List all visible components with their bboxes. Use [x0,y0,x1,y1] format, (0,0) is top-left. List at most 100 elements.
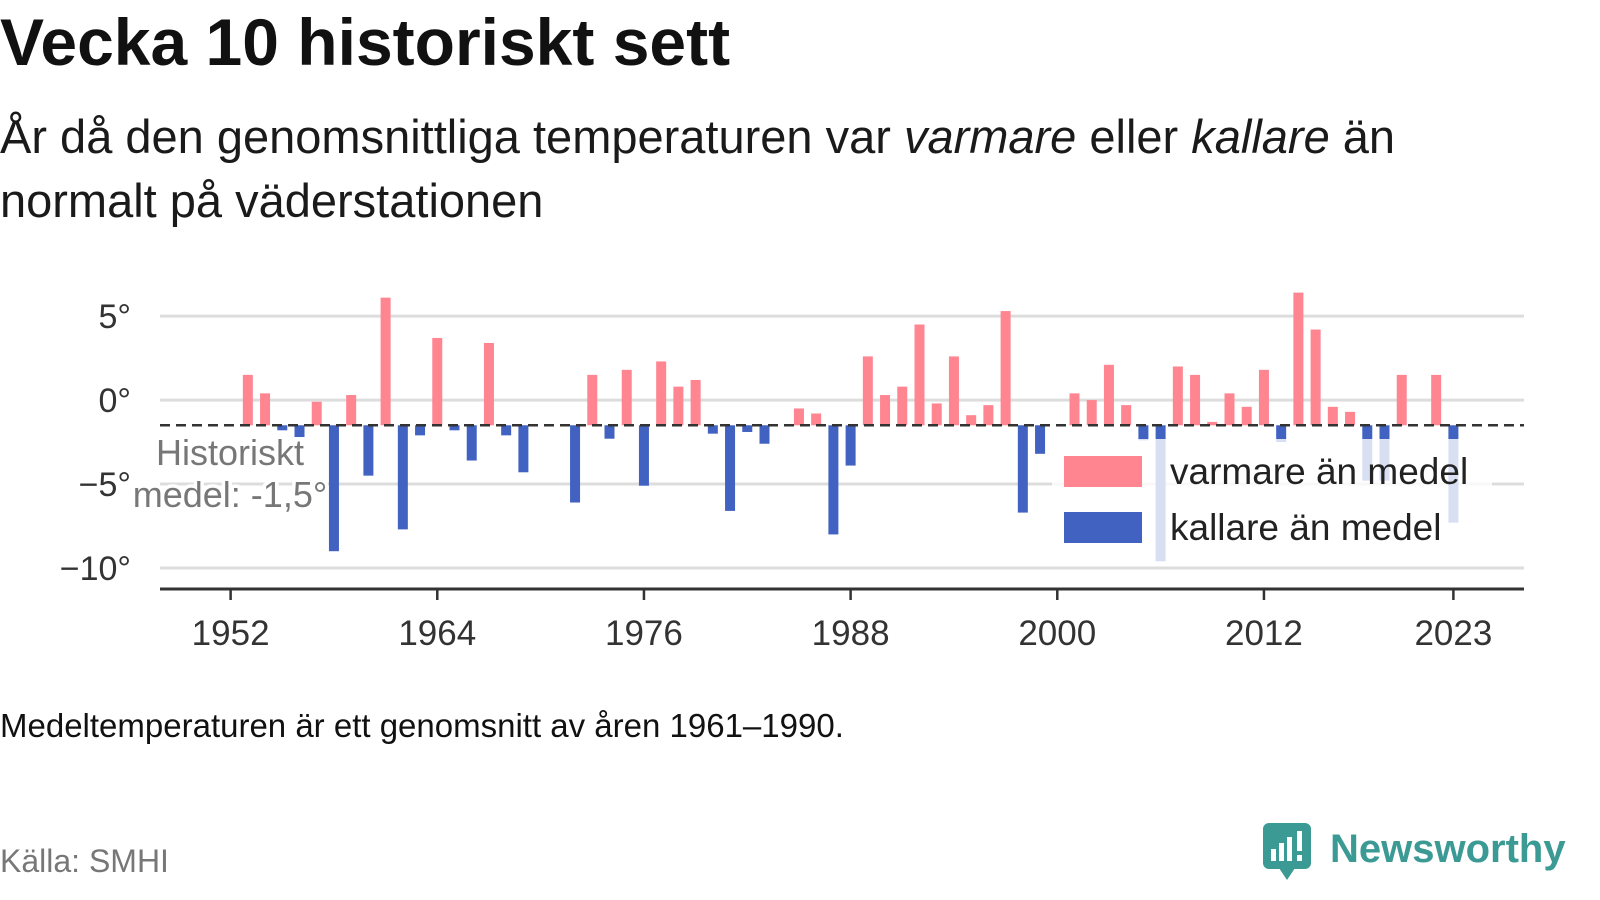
bar-1997 [1000,311,1011,426]
bar-1978 [673,386,684,426]
bar-2003 [1103,364,1114,426]
bar-2014 [1293,292,1304,426]
bar-2012 [1258,369,1269,426]
bar-1958 [328,425,339,552]
chart-title: Vecka 10 historiskt sett [0,5,731,79]
bar-1977 [656,361,667,426]
subtitle-text-end: än normalt på väderstationen [0,110,1396,227]
bar-1999 [1035,425,1046,454]
bar-2002 [1086,400,1097,426]
bar-1989 [862,356,873,426]
bar-1966 [466,425,477,461]
bar-1961 [380,297,391,426]
bar-2016 [1327,406,1338,426]
bar-1981 [725,425,736,511]
x-tick-label: 1964 [398,614,476,653]
bar-1972 [570,425,581,503]
legend-swatch-0 [1064,456,1142,487]
bar-2022 [1431,374,1442,426]
subtitle-colder-word: kallare [1191,110,1330,163]
bar-2005 [1138,425,1149,441]
y-tick-label: 0° [98,382,131,420]
subtitle-text-middle: eller [1076,110,1192,163]
bar-2008 [1190,374,1201,426]
bar-1963 [415,425,426,436]
bar-1962 [397,425,408,530]
subtitle-text-start: År då den genomsnittliga temperaturen va… [0,110,904,163]
legend-label-1: kallare än medel [1170,507,1441,548]
historical-mean-label-line1: Historiskt [156,432,304,473]
logo-bar-2 [1279,843,1284,861]
newsworthy-logo-icon [1263,823,1311,880]
bar-2015 [1310,329,1321,426]
chart-subtitle: År då den genomsnittliga temperaturen va… [0,105,1540,233]
bar-1988 [845,425,856,466]
brand-name: Newsworthy [1330,827,1566,871]
x-tick-label: 1952 [192,614,270,653]
x-tick-label: 1976 [605,614,683,653]
bar-1982 [742,425,753,432]
y-axis-tick-labels: 5° 0° −5° −10° [60,298,131,588]
bar-2020 [1396,374,1407,426]
logo-bar-3 [1287,837,1292,861]
bar-1979 [690,379,701,426]
bar-2004 [1121,405,1132,426]
logo-bubble-tail [1279,868,1295,880]
bar-1960 [363,425,374,476]
bar-1985 [793,408,804,426]
y-tick-label: −10° [60,550,131,588]
legend-label-0: varmare än medel [1170,451,1468,492]
bar-1969 [518,425,529,473]
bar-1974 [604,425,615,439]
bar-1994 [948,356,959,426]
bar-1965 [449,425,460,431]
logo-bar-1 [1271,849,1276,861]
x-axis: 1952 1964 1976 1988 2000 2012 2023 [160,587,1524,653]
y-tick-label: 5° [98,298,131,336]
y-tick-label: −5° [79,466,131,504]
x-tick-label: 1988 [812,614,890,653]
bar-2010 [1224,393,1235,426]
bar-1964 [432,337,443,426]
bar-1991 [897,386,908,426]
bar-2011 [1241,406,1252,426]
bar-1996 [983,405,994,426]
logo-exclamation-bar [1297,831,1302,851]
bar-2001 [1069,393,1080,426]
bar-1992 [914,324,925,426]
bar-1980 [707,425,718,434]
x-tick-label: 2012 [1225,614,1303,653]
bar-1986 [811,413,822,426]
x-tick-label: 2000 [1018,614,1096,653]
x-tick-label: 2023 [1414,614,1492,653]
bar-chart: 5° 0° −5° −10° varmare än medel kallare än m… [60,292,1524,653]
legend: varmare än medel kallare än medel [1052,439,1492,566]
bar-1954 [260,393,271,426]
bar-1975 [621,369,632,426]
bar-1987 [828,425,839,535]
subtitle-warmer-word: varmare [903,110,1077,163]
bar-1976 [638,425,649,486]
bar-1995 [966,415,977,426]
bar-2007 [1172,366,1183,426]
bar-1955 [277,425,288,431]
bar-1959 [346,395,357,426]
historical-mean-label-line2: medel: -1,5° [133,474,327,515]
bar-2017 [1345,411,1356,426]
bar-1990 [880,395,891,426]
bar-1983 [759,425,770,444]
chart-note: Medeltemperaturen är ett genomsnitt av å… [0,707,844,744]
bar-1957 [311,401,322,426]
source-credit: Källa: SMHI [0,843,169,879]
bar-2013 [1276,425,1287,443]
bar-1973 [587,374,598,426]
bar-1968 [501,425,512,436]
logo-exclamation-dot [1297,855,1302,861]
legend-swatch-1 [1064,512,1142,543]
bar-1993 [931,403,942,426]
bar-1953 [242,374,253,426]
bar-1998 [1017,425,1028,513]
bar-1956 [294,425,305,438]
